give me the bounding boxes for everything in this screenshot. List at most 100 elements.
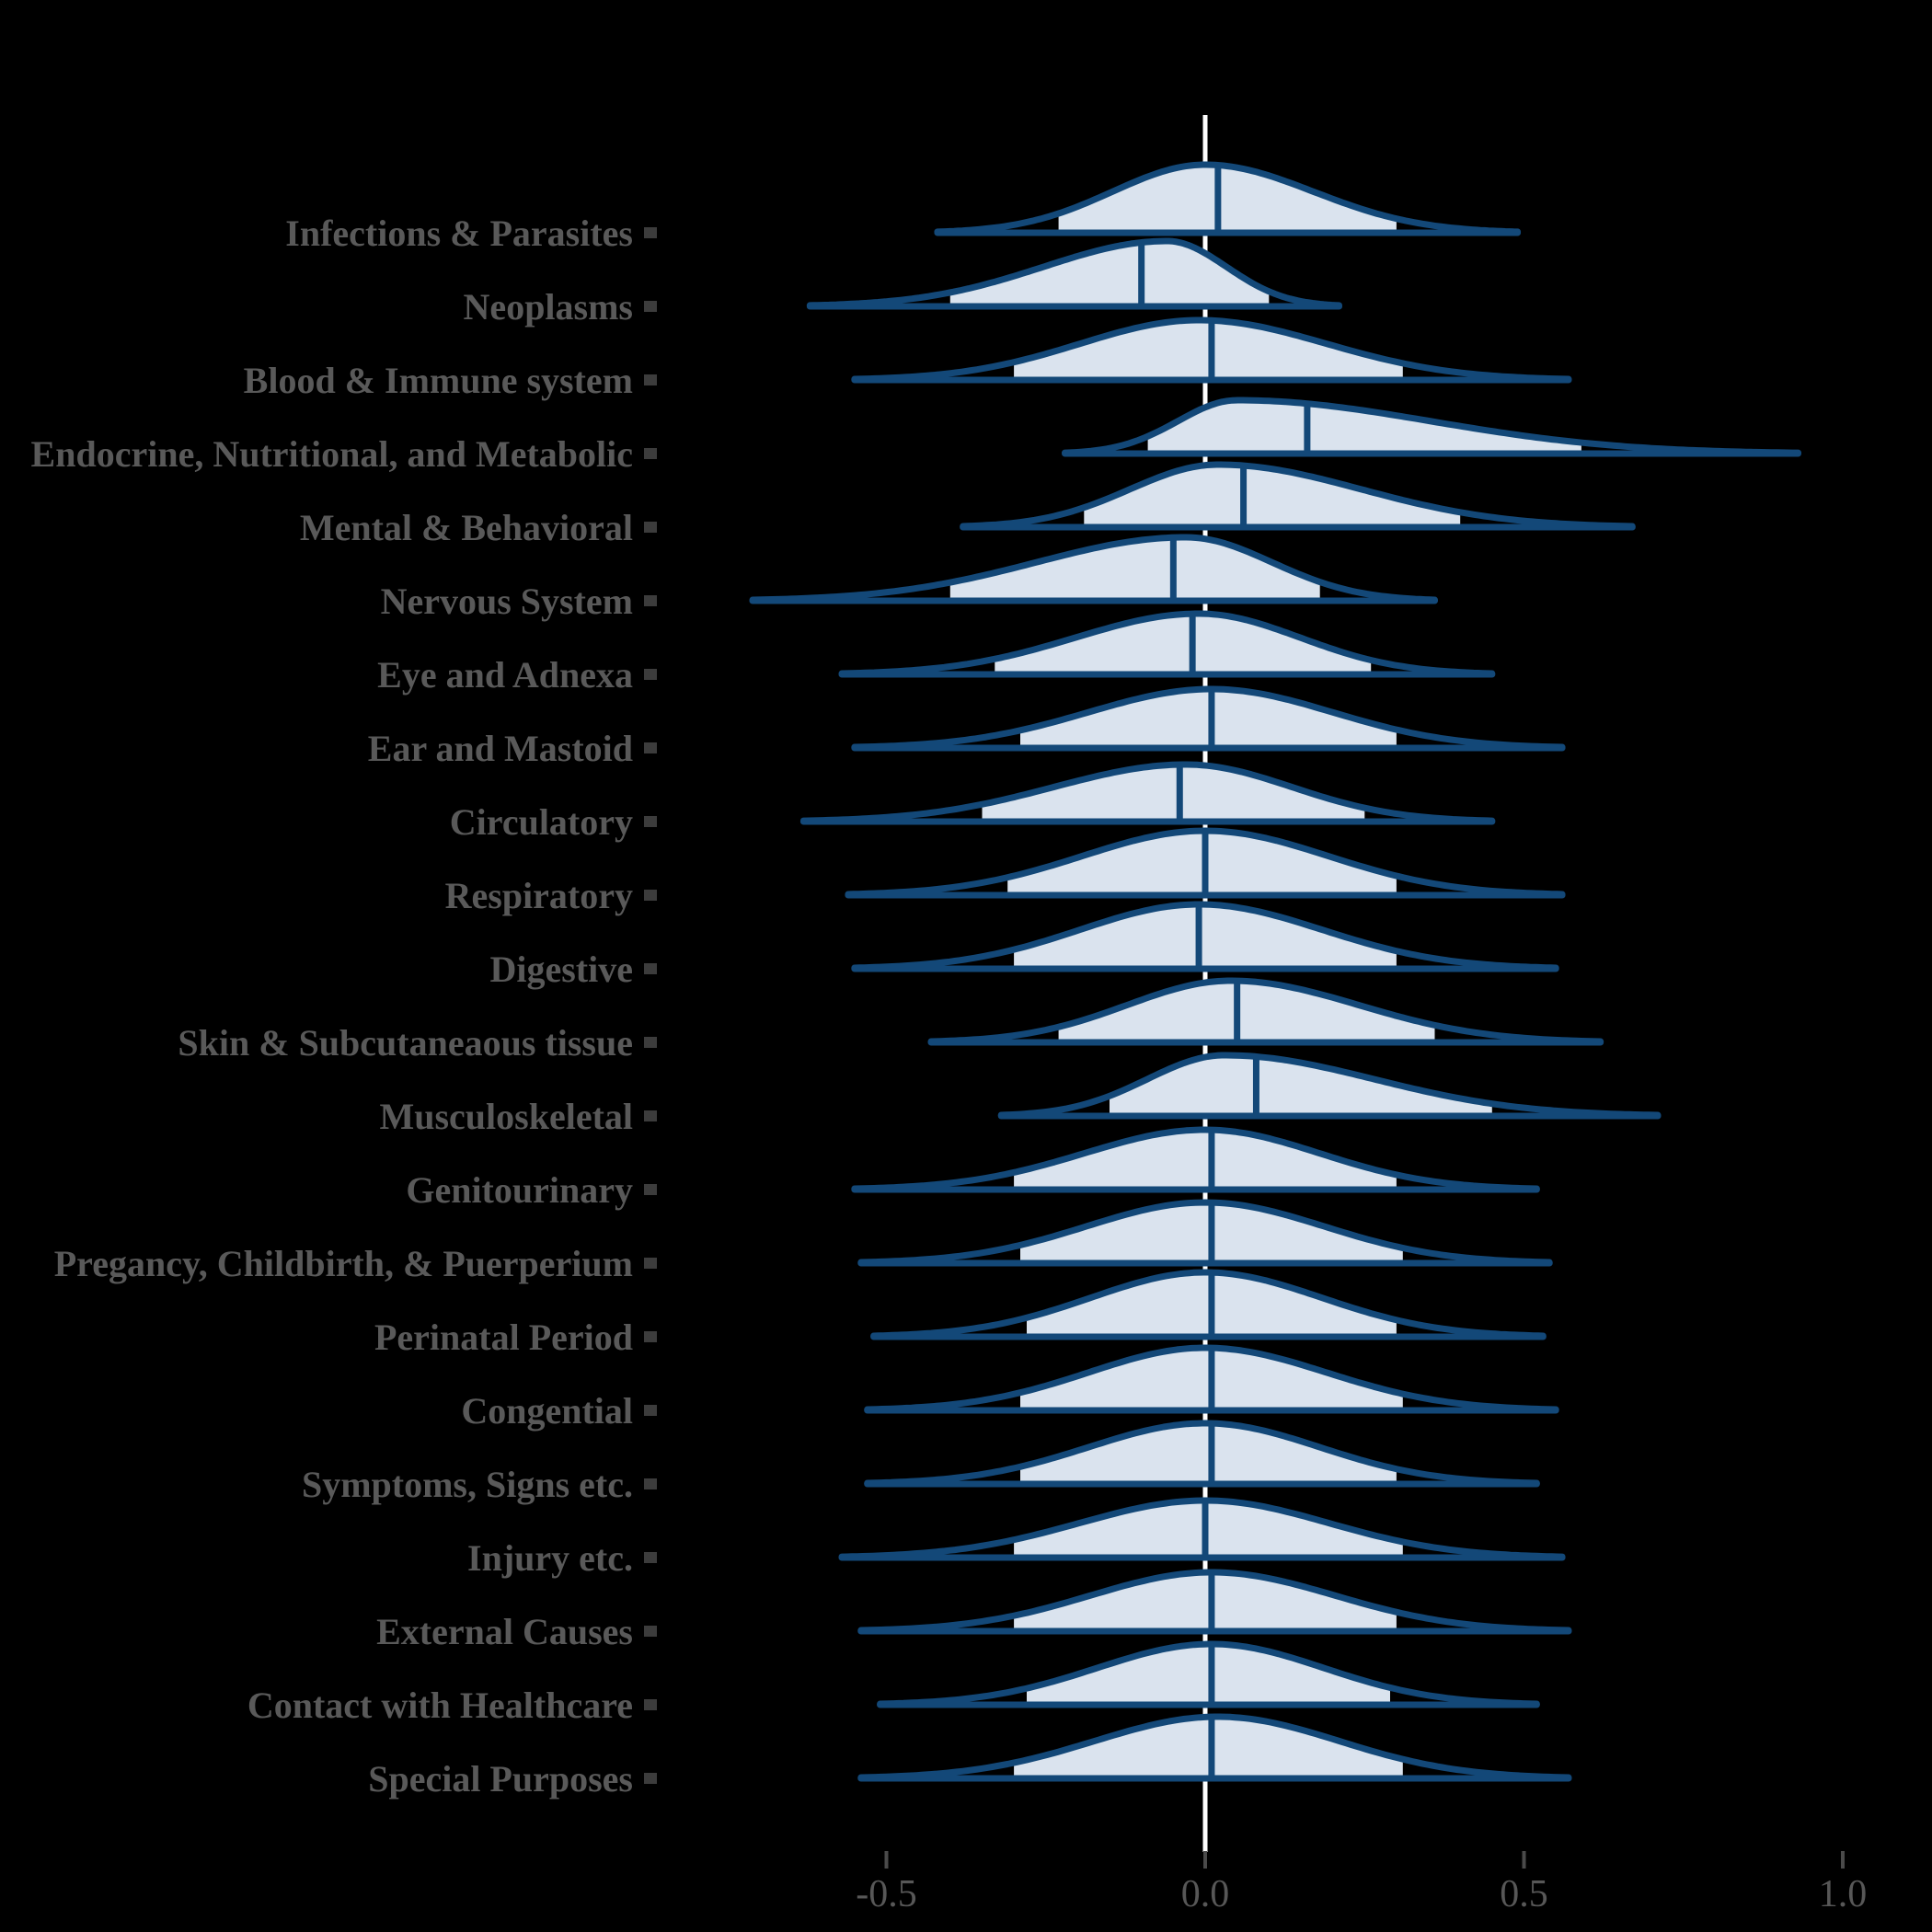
density-outline [864,1420,1540,1487]
category-tick-mark [644,227,657,238]
category-tick-mark [644,1258,657,1269]
density-fill [1014,1130,1397,1190]
category-label: Endocrine, Nutritional, and Metabolic [31,433,633,475]
category-tick-mark [644,1773,657,1784]
category-label: Genitourinary [406,1169,633,1211]
density-outline [960,461,1636,530]
x-tick-label: 1.0 [1819,1873,1868,1915]
category-tick-mark [644,448,657,459]
density-ridge [934,161,1522,236]
category-label: Blood & Immune system [244,360,633,401]
category-tick-mark [644,1478,657,1489]
category-tick-mark [644,1405,657,1416]
density-ridge [806,237,1343,310]
density-fill [995,614,1372,674]
density-ridge [838,1497,1566,1561]
density-fill [1147,400,1581,454]
density-outline [838,610,1496,677]
category-label: Circulatory [450,801,633,843]
category-tick-mark [644,374,657,385]
density-outline [851,316,1572,383]
category-label: External Causes [376,1611,633,1652]
category-label: Congential [461,1390,633,1432]
category-tick-mark [644,595,657,606]
density-outline [927,977,1604,1045]
density-outline [845,827,1566,898]
category-tick-mark [644,1184,657,1195]
density-outline [934,161,1522,236]
density-ridge [851,685,1566,752]
density-ridge [864,1344,1559,1414]
density-outline [851,685,1566,751]
density-outline [806,237,1342,309]
category-tick-mark [644,522,657,533]
category-tick-mark [644,1037,657,1048]
density-outline [857,1199,1553,1266]
category-label: Respiratory [445,875,633,916]
category-label: Contact with Healthcare [247,1685,633,1726]
density-ridge [960,461,1636,531]
x-tick-label: -0.5 [856,1873,917,1915]
category-label: Symptoms, Signs etc. [302,1464,633,1505]
density-outline [857,1569,1572,1634]
category-tick-mark [644,1699,657,1710]
density-fill [982,765,1365,822]
category-label: Musculoskeletal [379,1096,633,1137]
density-ridge [857,1713,1572,1782]
density-fill [949,537,1320,601]
density-outline [870,1269,1547,1340]
density-ridge [927,977,1604,1046]
category-tick-mark [644,669,657,680]
category-tick-mark [644,301,657,312]
density-outline [851,1126,1540,1192]
category-label: Ear and Mastoid [368,728,633,769]
category-label: Mental & Behavioral [300,507,633,548]
category-tick-mark [644,1552,657,1563]
category-label: Special Purposes [368,1758,633,1800]
density-ridge [857,1569,1572,1635]
density-ridge [749,534,1438,604]
category-tick-mark [644,816,657,827]
density-ridge [851,901,1559,972]
category-label: Infections & Parasites [285,213,633,254]
density-ridge [845,827,1566,899]
category-tick-mark [644,963,657,974]
category-label: Pregancy, Childbirth, & Puerperium [54,1243,633,1284]
density-outline [997,1052,1662,1119]
density-ridge [997,1052,1662,1120]
category-label: Perinatal Period [374,1317,633,1358]
category-tick-mark [644,890,657,901]
category-label: Eye and Adnexa [377,654,633,696]
x-tick-label: 0.5 [1500,1873,1548,1915]
x-tick-label: 0.0 [1181,1873,1230,1915]
density-outline [857,1713,1572,1781]
density-ridge [870,1269,1547,1340]
category-tick-mark [644,1110,657,1121]
density-ridge [864,1420,1540,1488]
density-ridge [838,610,1496,678]
density-outline [851,901,1559,972]
category-label: Nervous System [381,581,633,622]
density-ridge [857,1199,1553,1267]
density-outline [799,761,1496,824]
density-outline [1062,397,1801,456]
category-label: Neoplasms [464,286,633,328]
category-tick-mark [644,1331,657,1342]
density-outline [838,1497,1566,1560]
category-tick-mark [644,742,657,753]
density-outline [864,1344,1559,1413]
category-label: Skin & Subcutaneaous tissue [178,1022,633,1064]
density-fill [1084,465,1461,527]
density-fill [1110,1055,1492,1116]
density-ridge [1062,397,1801,457]
density-ridge [851,1126,1540,1193]
density-fill [949,241,1270,306]
density-outline [877,1640,1540,1708]
density-outline [749,534,1438,604]
density-ridge [799,761,1496,825]
density-ridge [851,316,1572,384]
category-tick-mark [644,1626,657,1637]
density-ridge [877,1640,1540,1708]
category-label: Injury etc. [467,1537,633,1579]
